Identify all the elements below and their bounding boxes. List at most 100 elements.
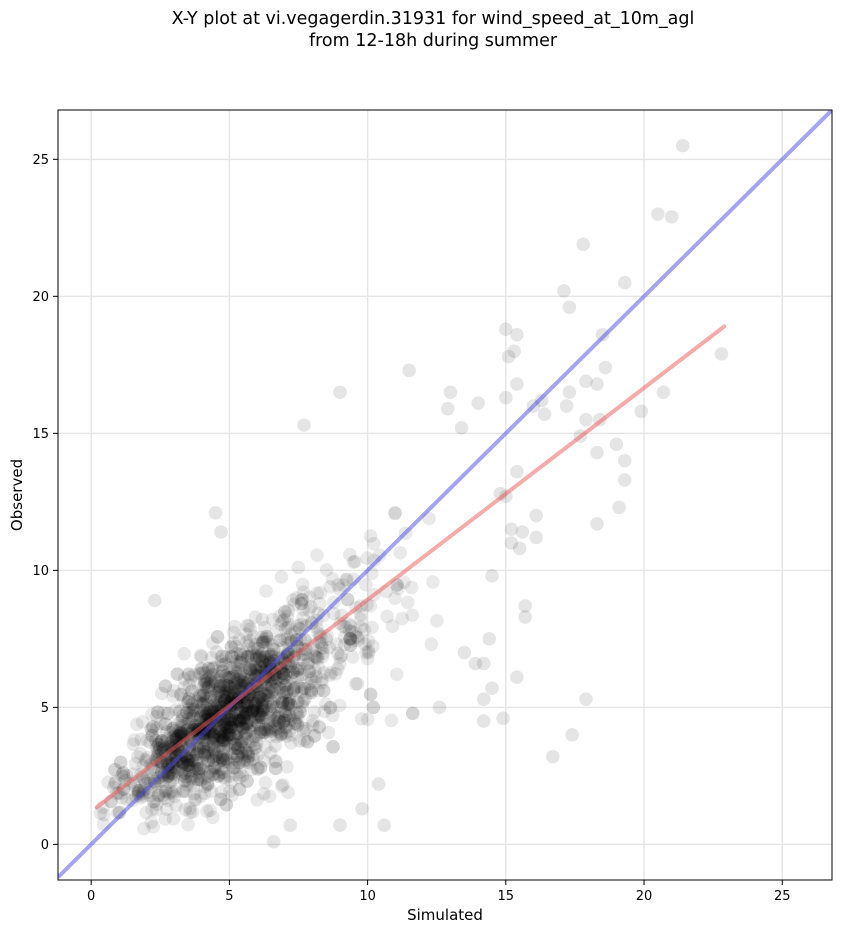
data-point — [258, 740, 273, 755]
data-point — [215, 668, 229, 683]
data-point — [297, 733, 312, 748]
data-point — [270, 711, 284, 726]
data-point — [485, 681, 499, 695]
data-point — [388, 506, 402, 520]
data-point — [146, 720, 160, 734]
data-point — [213, 669, 228, 684]
data-point — [307, 729, 322, 743]
data-point — [213, 750, 227, 765]
data-point — [518, 599, 532, 613]
data-point — [290, 718, 305, 732]
data-point — [205, 730, 219, 744]
data-point — [290, 695, 305, 710]
data-point — [247, 694, 261, 709]
data-point — [246, 748, 261, 763]
data-point — [220, 716, 235, 730]
data-point — [143, 788, 158, 803]
data-point — [176, 717, 191, 731]
data-point — [236, 713, 250, 727]
data-point — [173, 727, 188, 742]
data-point — [319, 563, 334, 577]
data-point — [163, 726, 178, 740]
data-point — [240, 716, 254, 731]
data-point — [231, 673, 245, 687]
data-point — [231, 741, 245, 756]
data-point — [161, 706, 175, 721]
data-point — [343, 619, 358, 633]
data-point — [240, 695, 255, 710]
data-point — [210, 733, 225, 748]
data-point — [178, 770, 193, 784]
data-point — [350, 676, 365, 691]
data-point — [214, 762, 229, 777]
data-point — [501, 349, 516, 364]
data-point — [259, 631, 274, 646]
data-point — [276, 716, 290, 730]
data-point — [190, 772, 205, 787]
data-point — [235, 721, 249, 736]
data-point — [218, 752, 233, 767]
data-point — [224, 649, 239, 664]
data-point — [507, 344, 521, 358]
data-point — [128, 756, 143, 771]
data-point — [240, 698, 254, 713]
data-point — [236, 721, 251, 736]
data-point — [188, 753, 203, 768]
data-point — [216, 753, 230, 767]
data-point — [198, 666, 213, 680]
data-point — [562, 300, 577, 315]
data-point — [404, 580, 419, 595]
data-point — [194, 662, 208, 676]
data-point — [231, 707, 246, 722]
x-tick-label: 15 — [498, 889, 515, 904]
data-point — [215, 664, 230, 679]
data-point — [197, 746, 212, 761]
data-point — [251, 762, 265, 776]
data-point — [250, 703, 265, 718]
data-point — [443, 385, 458, 400]
data-point — [236, 721, 251, 736]
data-point — [255, 646, 270, 661]
data-point — [304, 685, 319, 700]
data-point — [174, 687, 188, 702]
data-point — [190, 746, 205, 760]
data-point — [181, 667, 196, 681]
data-point — [174, 714, 188, 729]
data-point — [154, 733, 169, 748]
data-point — [255, 704, 270, 718]
data-point — [157, 705, 171, 720]
data-point — [372, 548, 387, 563]
data-point — [284, 735, 298, 750]
data-point — [391, 581, 405, 596]
data-point — [546, 749, 560, 764]
data-point — [223, 688, 238, 703]
data-point — [180, 705, 194, 720]
data-point — [232, 782, 247, 797]
data-point — [284, 635, 299, 649]
data-point — [255, 696, 269, 711]
data-point — [267, 700, 282, 715]
data-point — [234, 745, 249, 760]
data-point — [108, 775, 123, 789]
data-point — [244, 762, 259, 777]
data-point — [169, 749, 183, 764]
data-point — [207, 728, 222, 743]
data-point — [177, 756, 191, 770]
data-point — [214, 525, 228, 539]
data-point — [204, 650, 219, 665]
data-point — [287, 681, 302, 696]
data-point — [201, 777, 215, 792]
data-point — [264, 647, 279, 662]
data-point — [482, 632, 497, 646]
data-point — [171, 728, 186, 743]
data-point — [251, 748, 265, 762]
data-point — [241, 749, 256, 764]
data-point — [236, 710, 251, 725]
data-point — [291, 679, 306, 694]
data-point — [202, 669, 217, 684]
data-point — [325, 572, 340, 586]
data-point — [166, 729, 181, 744]
data-point — [196, 730, 210, 744]
data-point — [261, 688, 275, 703]
data-point — [249, 651, 264, 665]
